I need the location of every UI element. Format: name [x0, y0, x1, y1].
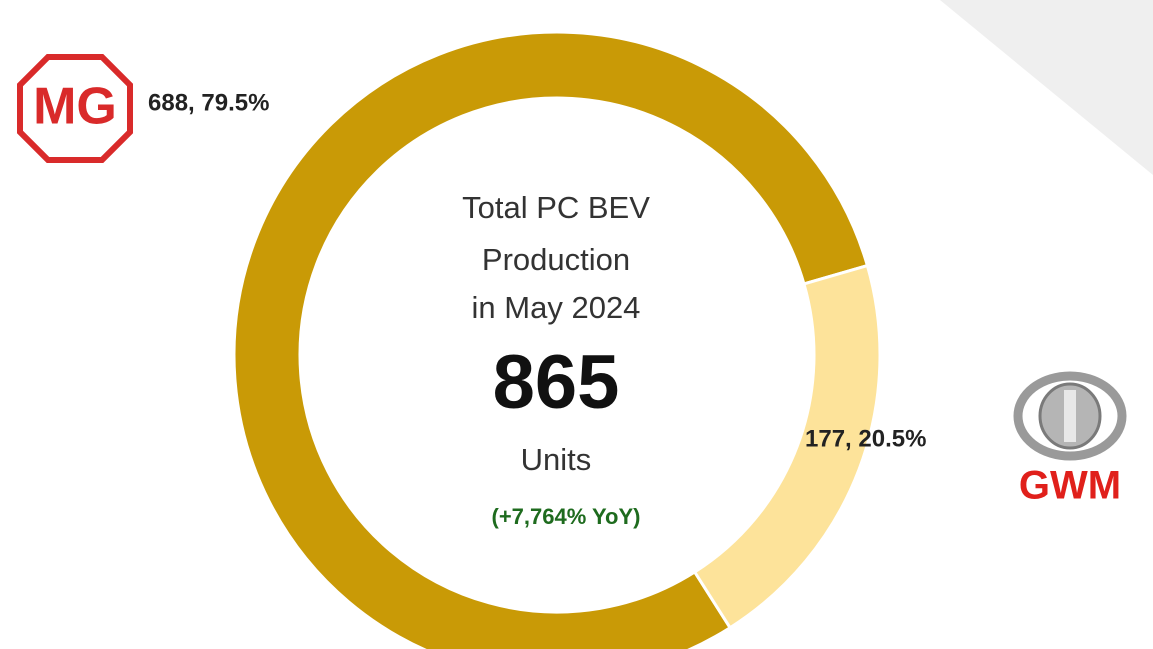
donut-segment [232, 30, 870, 649]
data-label: 177, 20.5% [805, 425, 926, 452]
mg-logo: MG [17, 54, 133, 163]
yoy-change: (+7,764% YoY) [492, 504, 641, 529]
center-text: in May 2024 [472, 290, 641, 325]
center-text: Production [482, 242, 630, 277]
center-text: Total PC BEV [462, 190, 650, 225]
gwm-logo-text: GWM [1019, 464, 1121, 508]
mg-logo-text: MG [33, 78, 117, 136]
total-value: 865 [493, 340, 620, 425]
donut [232, 30, 882, 649]
gwm-logo: GWM [1013, 371, 1127, 508]
background-decoration [940, 0, 1153, 175]
unit-label: Units [521, 442, 592, 477]
data-label: 688, 79.5% [148, 89, 269, 116]
donut-segment [692, 263, 882, 630]
